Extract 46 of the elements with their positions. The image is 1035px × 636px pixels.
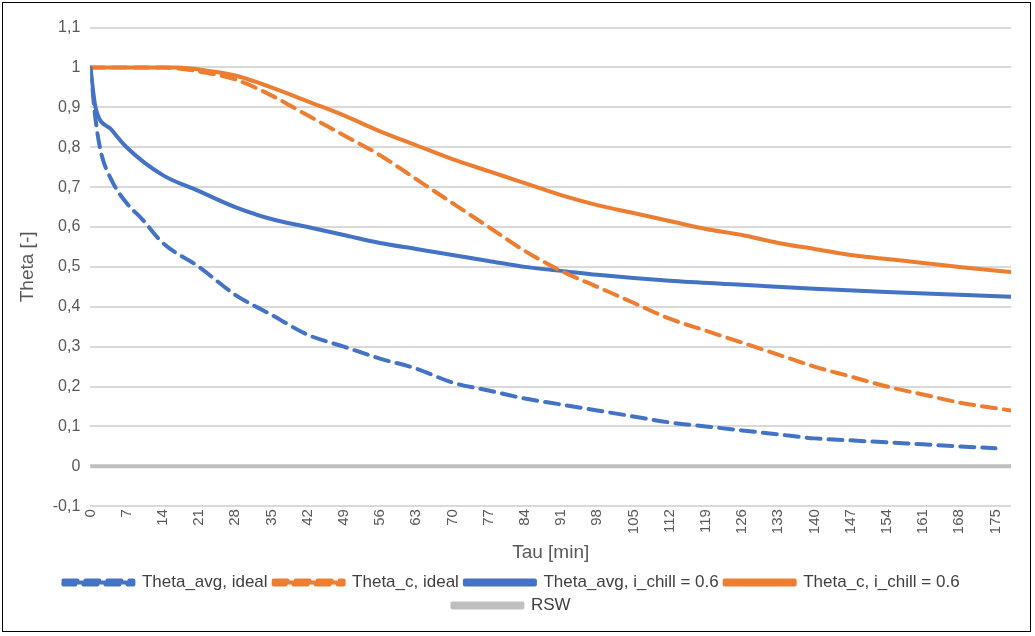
- y-tick-label: -0,1: [52, 496, 81, 514]
- x-tick-label: 175: [985, 509, 1003, 535]
- x-tick-label: 42: [297, 509, 315, 526]
- x-tick-label: 168: [949, 509, 967, 535]
- x-tick-label: 35: [261, 509, 279, 526]
- x-tick-label: 21: [189, 509, 207, 526]
- y-tick-label: 0,8: [58, 137, 81, 155]
- x-axis-title: Tau [min]: [512, 540, 590, 562]
- x-tick-label: 119: [695, 509, 713, 534]
- legend-label: Theta_c, i_chill = 0.6: [803, 572, 960, 592]
- x-tick-label: 0: [80, 509, 98, 518]
- x-tick-label: 91: [551, 509, 569, 526]
- y-tick-label: 0,6: [58, 217, 81, 235]
- y-tick-label: 0: [71, 456, 81, 474]
- x-tick-label: 14: [152, 509, 170, 526]
- x-tick-label: 133: [768, 509, 786, 535]
- x-tick-label: 147: [840, 509, 858, 535]
- y-tick-label: 0,2: [58, 376, 81, 394]
- legend-label: Theta_avg, i_chill = 0.6: [543, 572, 719, 592]
- x-tick-label: 126: [732, 509, 750, 535]
- y-tick-label: 0,4: [58, 297, 81, 315]
- y-tick-label: 0,5: [58, 257, 81, 275]
- legend-label: Theta_avg, ideal: [141, 572, 268, 592]
- x-tick-label: 84: [514, 509, 532, 526]
- x-tick-label: 70: [442, 509, 460, 526]
- legend-label: Theta_c, ideal: [352, 572, 459, 592]
- x-tick-label: 105: [623, 509, 641, 535]
- x-tick-label: 154: [877, 509, 895, 535]
- y-tick-label: 0,1: [58, 416, 81, 434]
- y-tick-label: 0,3: [58, 337, 81, 355]
- x-tick-label: 63: [406, 509, 424, 526]
- y-tick-label: 1: [71, 57, 81, 75]
- y-tick-label: 0,7: [58, 177, 81, 195]
- x-tick-label: 140: [804, 509, 822, 535]
- legend-label: RSW: [530, 595, 571, 615]
- x-tick-label: 161: [913, 509, 931, 535]
- x-tick-label: 56: [370, 509, 388, 526]
- x-tick-label: 98: [587, 509, 605, 526]
- y-tick-label: 0,9: [58, 97, 81, 115]
- x-tick-label: 7: [116, 509, 134, 518]
- x-tick-label: 77: [478, 509, 496, 526]
- y-tick-label: 1,1: [58, 18, 81, 36]
- x-tick-label: 28: [225, 509, 243, 526]
- x-tick-label: 49: [333, 509, 351, 526]
- x-tick-label: 112: [659, 509, 677, 534]
- y-axis-title: Theta [-]: [15, 231, 37, 303]
